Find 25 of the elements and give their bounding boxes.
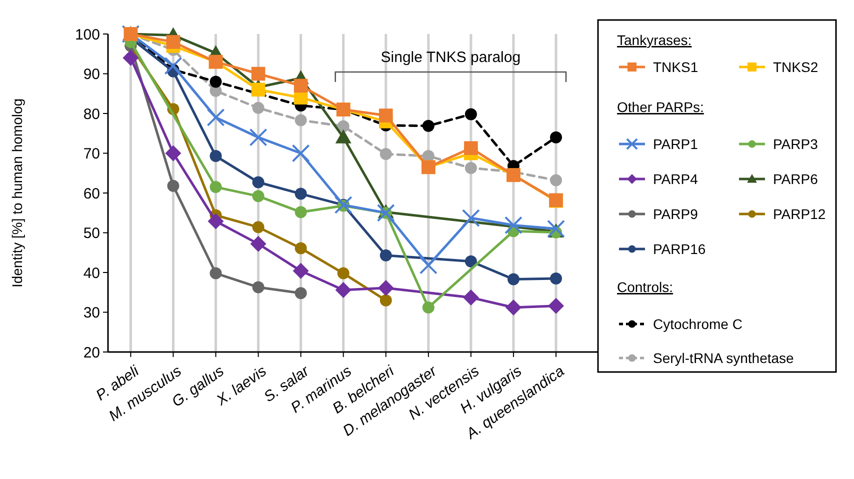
y-axis-title: Identity [%] to human homolog: [9, 98, 25, 288]
legend-label: PARP12: [773, 206, 826, 222]
y-tick-label: 50: [83, 225, 100, 242]
y-tick-label: 90: [83, 66, 100, 83]
legend-label: PARP16: [653, 241, 706, 257]
legend-label: Seryl-tRNA synthetase: [653, 350, 794, 366]
legend-label: PARP9: [653, 206, 698, 222]
legend-label: PARP1: [653, 136, 698, 152]
legend-label: PARP6: [773, 171, 818, 187]
legend-label: Cytochrome C: [653, 316, 742, 332]
text: Controls:: [617, 279, 674, 295]
legend-label: TNKS1: [653, 59, 698, 75]
text: Tankyrases:: [617, 32, 692, 48]
annotation: Single TNKS paralog: [380, 49, 521, 66]
legend-label: PARP3: [773, 136, 818, 152]
legend-label: PARP4: [653, 171, 698, 187]
y-tick-label: 80: [83, 106, 100, 123]
y-tick-label: 30: [83, 304, 100, 322]
text: Other PARPs:: [617, 99, 704, 115]
y-tick-label: 60: [83, 185, 100, 202]
y-tick-label: 40: [83, 264, 100, 282]
y-tick-label: 70: [83, 146, 100, 162]
y-tick-label: 100: [74, 26, 100, 44]
y-tick-label: 20: [83, 344, 100, 362]
legend-label: TNKS2: [773, 59, 818, 75]
